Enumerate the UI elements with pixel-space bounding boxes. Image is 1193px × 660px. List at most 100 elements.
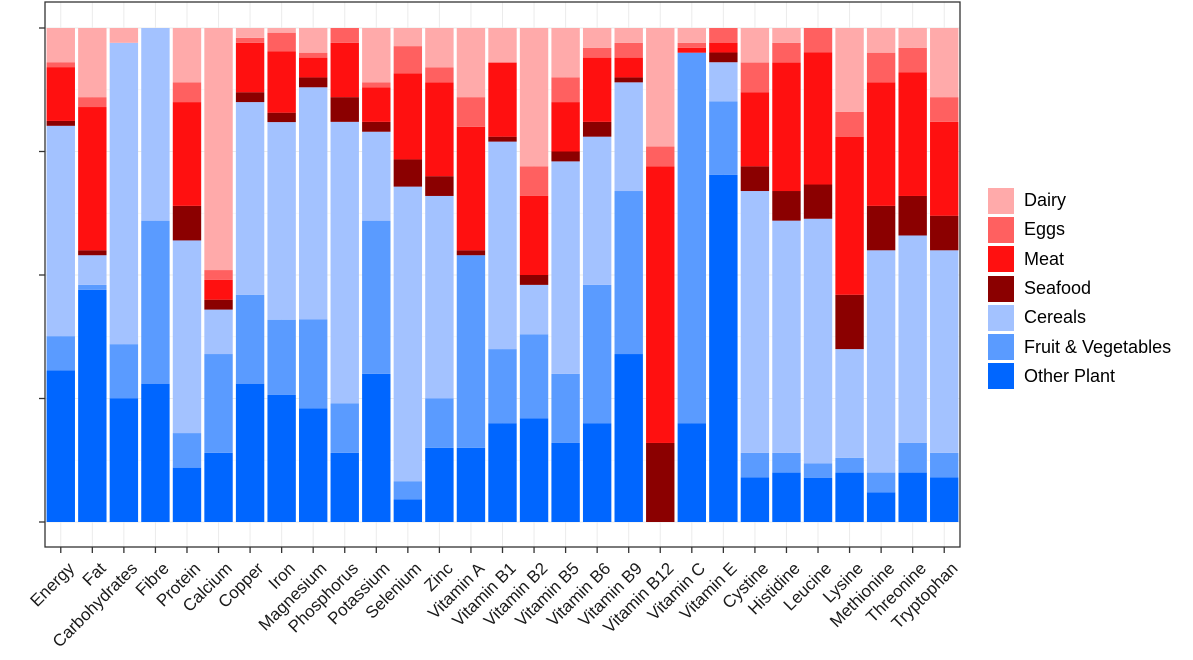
bar-segment-seafood (772, 191, 801, 221)
bar-stack-fibre (141, 28, 170, 522)
legend-item-meat: Meat (988, 245, 1171, 274)
bar-segment-seafood (551, 151, 580, 162)
bar-segment-dairy (204, 28, 233, 271)
bar-segment-cereals (803, 218, 833, 464)
bar-segment-dairy (109, 28, 139, 43)
bar-segment-meat (235, 42, 265, 93)
bar-segment-meat (393, 73, 423, 160)
bar-segment-other-plant (772, 472, 801, 522)
bar-segment-cereals (582, 136, 612, 285)
bar-segment-meat (298, 57, 328, 78)
bar-segment-fruit-and-vegetables (677, 52, 707, 424)
bar-segment-other-plant (362, 373, 391, 522)
bar-segment-meat (172, 102, 202, 206)
bar-segment-cereals (898, 235, 927, 443)
bar-segment-cereals (362, 131, 391, 221)
bar-segment-other-plant (425, 447, 454, 522)
bar-segment-other-plant (267, 394, 296, 522)
legend-swatch (988, 187, 1014, 214)
bar-segment-fruit-and-vegetables (866, 472, 896, 493)
bar-segment-other-plant (109, 398, 139, 522)
bar-segment-seafood (456, 250, 486, 256)
bar-segment-cereals (46, 125, 75, 337)
bar-segment-dairy (677, 28, 707, 43)
bar-stack-iron (267, 28, 296, 522)
legend-label: Eggs (1024, 219, 1066, 240)
bar-segment-dairy (519, 28, 549, 167)
bar-segment-fruit-and-vegetables (709, 101, 738, 175)
bar-segment-meat (46, 67, 75, 121)
bar-segment-eggs (330, 28, 359, 43)
bar-segment-dairy (267, 28, 296, 33)
bar-segment-other-plant (488, 423, 517, 522)
bar-segment-eggs (362, 82, 391, 88)
bar-segment-other-plant (456, 447, 486, 522)
bar-stack-methionine (866, 28, 896, 522)
bar-stack-vitamin-b6 (582, 28, 612, 522)
bar-stack-carbohydrates (109, 28, 139, 522)
bar-segment-dairy (46, 28, 75, 63)
bar-segment-dairy (930, 28, 959, 98)
bar-segment-meat (519, 195, 549, 275)
bar-segment-cereals (930, 250, 959, 453)
bar-segment-dairy (866, 28, 896, 53)
bar-segment-fruit-and-vegetables (898, 442, 927, 473)
bar-segment-meat (866, 82, 896, 206)
bar-segment-meat (267, 51, 296, 113)
legend: Dairy Eggs Meat Seafood Cereals Fruit & Veget… (988, 186, 1171, 391)
bar-segment-meat (930, 121, 959, 216)
bar-segment-eggs (614, 42, 643, 58)
bar-segment-fruit-and-vegetables (46, 336, 75, 371)
legend-label: Meat (1024, 248, 1065, 269)
bar-segment-eggs (235, 37, 265, 43)
bar-segment-seafood (582, 121, 612, 137)
bar-segment-eggs (898, 47, 927, 73)
bar-segment-eggs (519, 166, 549, 196)
bar-segment-other-plant (898, 472, 927, 522)
y-axis-ticks (39, 27, 45, 523)
bar-segment-seafood (235, 92, 265, 103)
bar-segment-seafood (393, 159, 423, 187)
bar-segment-cereals (204, 309, 233, 355)
bar-segment-dairy (646, 28, 675, 147)
bar-segment-eggs (78, 97, 107, 108)
bar-segment-seafood (898, 195, 927, 236)
bar-segment-meat (772, 62, 801, 192)
x-axis-tick-labels: Energy FatCarbohydratesFibreProteinCalciu… (27, 558, 962, 651)
bar-segment-seafood (204, 299, 233, 310)
legend-swatch (988, 246, 1014, 273)
bar-segment-other-plant (204, 452, 233, 522)
legend-item-eggs: Eggs (988, 215, 1171, 244)
bar-segment-meat (456, 126, 486, 251)
bar-segment-fruit-and-vegetables (330, 403, 359, 453)
bar-segment-other-plant (298, 408, 328, 522)
bar-segment-dairy (835, 28, 864, 112)
x-tick-label-energy: Energy (27, 559, 79, 611)
bar-segment-fruit-and-vegetables (78, 284, 107, 290)
bar-segment-eggs (582, 47, 612, 58)
legend-swatch (988, 304, 1014, 331)
bar-segment-eggs (803, 28, 833, 53)
bar-segment-eggs (930, 97, 959, 122)
bar-stack-cystine (740, 28, 770, 522)
bar-stacks (46, 28, 959, 522)
legend-item-fruit-and-vegetables: Fruit & Vegetables (988, 332, 1171, 361)
bar-segment-meat (898, 72, 927, 196)
bar-stack-vitamin-b1 (488, 28, 517, 522)
bar-segment-cereals (614, 82, 643, 192)
bar-segment-fruit-and-vegetables (109, 344, 139, 399)
bar-segment-cereals (235, 102, 265, 295)
bar-segment-dairy (78, 28, 107, 98)
bar-segment-dairy (898, 28, 927, 48)
bar-segment-cereals (740, 191, 770, 453)
bar-segment-fruit-and-vegetables (582, 284, 612, 424)
bar-stack-calcium (204, 28, 233, 522)
bar-segment-seafood (298, 77, 328, 88)
bar-segment-dairy (362, 28, 391, 83)
bar-segment-other-plant (519, 418, 549, 522)
bar-segment-fruit-and-vegetables (551, 373, 580, 443)
bar-segment-seafood (330, 97, 359, 122)
bar-segment-fruit-and-vegetables (393, 481, 423, 500)
